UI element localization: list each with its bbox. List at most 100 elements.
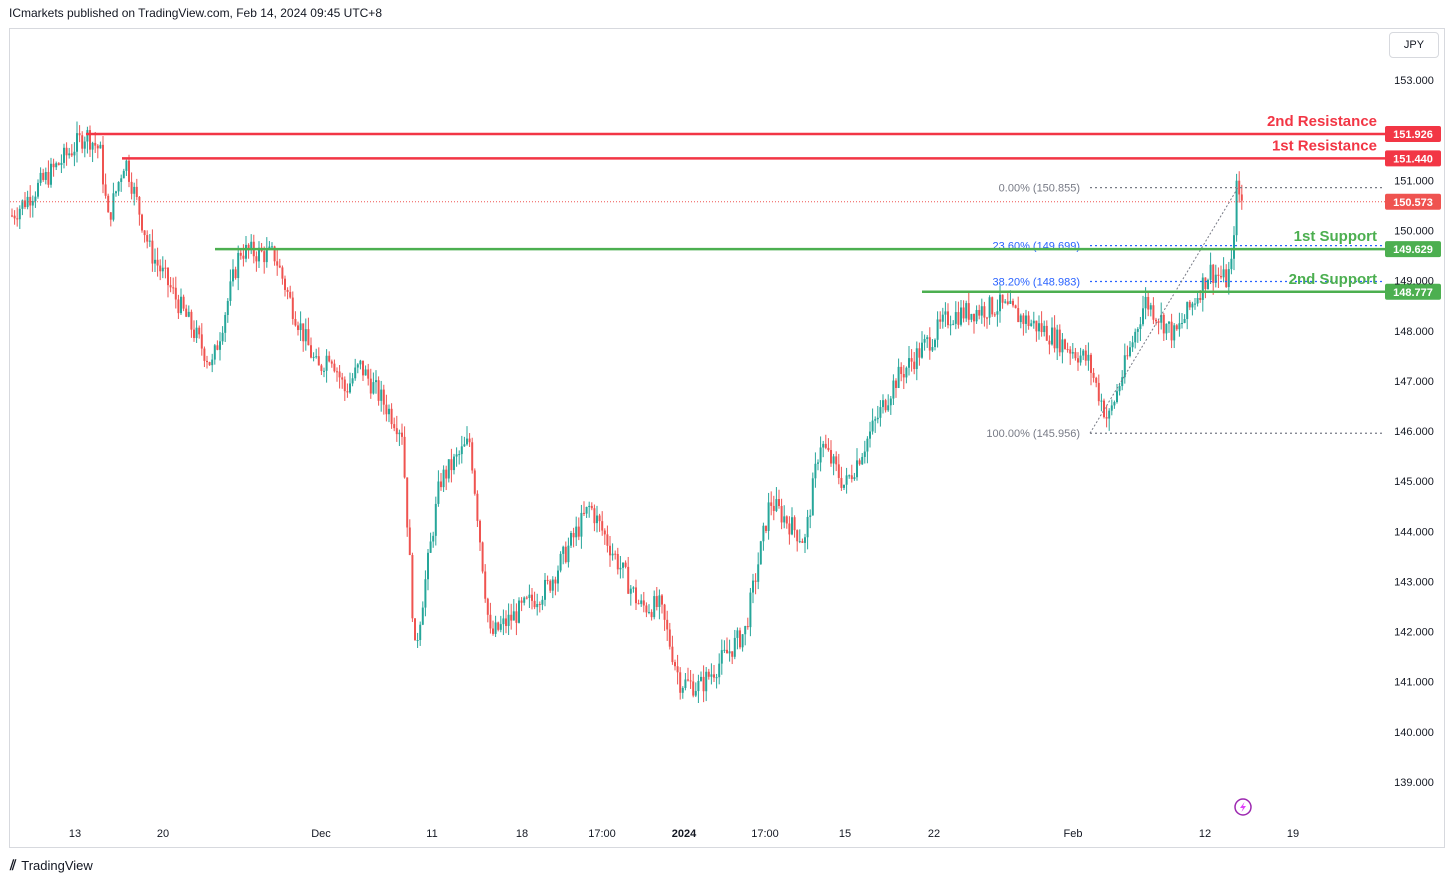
candle (499, 615, 502, 633)
candle (333, 359, 336, 373)
candle-body (177, 299, 180, 314)
candle-body (388, 408, 390, 415)
candle-body (302, 323, 305, 342)
candle (593, 504, 596, 532)
x-tick-label: 12 (1199, 828, 1211, 840)
candle (671, 635, 674, 665)
candle (1225, 264, 1228, 288)
candle (1030, 319, 1033, 327)
candle (681, 686, 684, 699)
candle-body (993, 314, 996, 316)
candle-body (203, 348, 206, 361)
candle (1027, 311, 1030, 330)
y-tick-label: 145.000 (1394, 476, 1434, 488)
candle (848, 474, 851, 479)
x-tick-label: 19 (1287, 828, 1299, 840)
candle (804, 533, 806, 554)
candle (648, 604, 650, 615)
candle (289, 285, 292, 299)
candle (910, 349, 913, 372)
candle (141, 213, 143, 233)
candle (897, 358, 900, 389)
candle (692, 673, 695, 698)
candle (447, 459, 450, 483)
candle (26, 190, 29, 210)
candle-body (606, 534, 609, 546)
candle-body (614, 553, 617, 555)
candle (1212, 263, 1215, 295)
candle (497, 621, 500, 632)
candle-body (154, 259, 156, 264)
candle (367, 363, 370, 386)
fib-trend-line (1089, 187, 1239, 434)
candle-body (65, 147, 68, 156)
candle (811, 472, 814, 516)
candle-body (268, 246, 271, 249)
candle (814, 452, 817, 488)
candle-body (588, 505, 591, 507)
candle-body (918, 348, 921, 358)
candle-body (16, 218, 19, 220)
candle-body (627, 566, 630, 594)
candle (918, 342, 921, 366)
candle (193, 320, 195, 342)
candle-body (772, 505, 775, 511)
candle (1207, 278, 1209, 290)
candle (549, 579, 552, 593)
candle (229, 269, 232, 306)
candle (596, 505, 598, 533)
candle (518, 597, 520, 624)
price-axis: 139.000 140.000 141.000 142.000 143.000 144.0… (1394, 75, 1434, 789)
candle-body (26, 196, 29, 208)
candle (94, 131, 97, 153)
candle-body (476, 493, 479, 521)
candle-body (1090, 354, 1092, 373)
candle (372, 372, 375, 395)
candle-body (562, 546, 565, 554)
candle-body (960, 307, 962, 325)
candle (559, 551, 562, 573)
candle-body (1032, 320, 1035, 324)
candle (156, 247, 159, 277)
candle (1064, 338, 1066, 350)
candle-body (120, 178, 123, 182)
candle (1090, 352, 1092, 386)
currency-badge[interactable]: JPY (1389, 32, 1439, 58)
candle (416, 632, 419, 648)
candle-body (559, 553, 562, 571)
candle (63, 143, 65, 169)
candle-body (1160, 314, 1163, 323)
candle (180, 288, 182, 316)
candle (533, 591, 536, 610)
candle (1069, 346, 1072, 365)
candle (980, 298, 983, 324)
candle (86, 126, 89, 154)
x-tick-label: 17:00 (588, 828, 616, 840)
candle-body (1105, 417, 1108, 419)
candle (954, 301, 957, 330)
lightning-bolt-icon[interactable] (1234, 798, 1252, 816)
candle (174, 276, 177, 309)
candle-body (463, 444, 466, 447)
level-label: 2nd Support (1289, 271, 1377, 288)
candle-body (1129, 347, 1131, 356)
candle-body (96, 145, 99, 149)
candle-body (460, 446, 463, 455)
candle-body (242, 255, 245, 259)
candle (460, 435, 463, 464)
candle (343, 376, 346, 401)
candle (1186, 301, 1189, 330)
candle (1183, 314, 1186, 324)
level-price-tag: 151.440 (1385, 150, 1441, 167)
candle-body (1014, 305, 1017, 309)
candle-body (385, 404, 388, 415)
candle-body (107, 195, 110, 213)
candle-body (603, 530, 606, 535)
candle (858, 458, 861, 466)
publish-header: ICmarkets published on TradingView.com, … (9, 6, 382, 20)
candle-body (198, 327, 201, 335)
candle (255, 251, 258, 272)
candle-body (897, 366, 900, 388)
candle-body (780, 506, 783, 523)
